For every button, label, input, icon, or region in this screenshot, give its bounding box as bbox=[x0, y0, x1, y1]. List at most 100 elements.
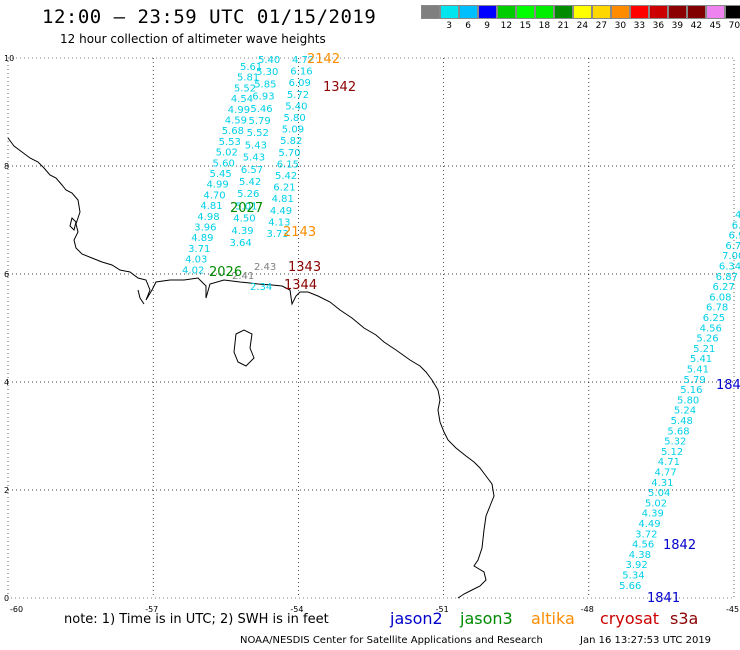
scale-swatch bbox=[573, 5, 592, 19]
swh-value: 4.03 bbox=[185, 255, 207, 266]
map-frame bbox=[7, 57, 735, 599]
axis-ticks: -60 -57 -54 -51 -48 -45 0 2 4 6 8 10 bbox=[4, 54, 739, 614]
swh-value: 4.98 bbox=[197, 212, 219, 223]
color-scale bbox=[421, 5, 740, 19]
swh-value: 4.31 bbox=[651, 478, 673, 489]
swh-value: 6.25 bbox=[703, 313, 725, 324]
swh-value: 5.68 bbox=[667, 426, 689, 437]
swh-value: 4.77 bbox=[655, 468, 677, 479]
scale-label: 6 bbox=[465, 21, 472, 31]
swh-value: 5.45 bbox=[210, 169, 232, 180]
swh-value: 5.40 bbox=[285, 101, 307, 112]
lat-tick-label: 6 bbox=[4, 270, 9, 279]
scale-label: 24 bbox=[576, 21, 589, 31]
swh-value: 5.24 bbox=[674, 406, 696, 417]
swh-value: 3.92 bbox=[626, 560, 648, 571]
swh-value: 5.42 bbox=[275, 171, 297, 182]
swh-value: 5.80 bbox=[677, 395, 699, 406]
swh-value: 4.99 bbox=[228, 105, 250, 116]
swh-value: 5.02 bbox=[216, 148, 238, 159]
scale-label: 18 bbox=[538, 21, 551, 31]
swh-value: 4.49 bbox=[270, 206, 292, 217]
lon-tick-label: -48 bbox=[581, 605, 594, 614]
swh-value: 4.81 bbox=[200, 201, 222, 212]
swh-value: 5.42 bbox=[239, 177, 261, 188]
swh-value: 3.73 bbox=[267, 229, 289, 240]
swh-value: 5.26 bbox=[237, 189, 259, 200]
swh-value: 5.82 bbox=[280, 136, 302, 147]
lat-tick-label: 8 bbox=[4, 162, 9, 171]
scale-label: 30 bbox=[614, 21, 627, 31]
scale-label: 21 bbox=[557, 21, 570, 31]
swh-value: 5.66 bbox=[619, 581, 641, 592]
swh-value: 6.73 bbox=[725, 241, 740, 252]
swh-value: 4.38 bbox=[629, 550, 651, 561]
page-title: 12:00 – 23:59 UTC 01/15/2019 bbox=[42, 6, 377, 28]
swh-value-grey: 2.43 bbox=[254, 262, 276, 273]
scale-label: 12 bbox=[500, 21, 513, 31]
swh-value: 4.99 bbox=[206, 180, 228, 191]
swh-value: 5.53 bbox=[219, 137, 241, 148]
pass-label-cryosat: 1342 bbox=[323, 80, 356, 95]
footer-note: note: 1) Time is in UTC; 2) SWH is in fe… bbox=[64, 612, 329, 627]
pass-label-jason3: 2026 bbox=[209, 265, 242, 280]
swh-value: 4.81 bbox=[272, 194, 294, 205]
swh-value: 6.57 bbox=[241, 165, 263, 176]
pass-label-altika: 2142 bbox=[307, 52, 340, 67]
scale-swatch bbox=[440, 5, 459, 19]
scale-swatch bbox=[668, 5, 687, 19]
swh-value: 5.41 bbox=[687, 365, 709, 376]
swh-value: 5.21 bbox=[693, 344, 715, 355]
pass-labels: 2142 1342 2027 2143 1343 2026 1344 184 1842 1841 bbox=[209, 52, 740, 606]
swh-value: 6.78 bbox=[706, 303, 728, 314]
legend-cryosat: cryosat bbox=[600, 609, 660, 628]
scale-swatch bbox=[611, 5, 630, 19]
swh-value: 5.02 bbox=[645, 498, 667, 509]
scale-label: 33 bbox=[633, 21, 646, 31]
pass-label-jason2: 1841 bbox=[647, 591, 680, 606]
swh-value: 4.02 bbox=[182, 265, 204, 276]
credit-text: NOAA/NESDIS Center for Satellite Applica… bbox=[240, 635, 543, 646]
river-mouth bbox=[69, 217, 77, 231]
legend-altika: altika bbox=[531, 609, 575, 628]
swh-value: 6.09 bbox=[289, 78, 311, 89]
swh-value-grey: 2.41 bbox=[232, 271, 254, 282]
swh-value: 5.41 bbox=[690, 354, 712, 365]
lon-tick-label: -45 bbox=[726, 605, 739, 614]
swh-value: 5.32 bbox=[664, 437, 686, 448]
swh-value: 4.89 bbox=[191, 233, 213, 244]
swh-value: 6.87 bbox=[716, 272, 738, 283]
swh-value: 5.09 bbox=[282, 125, 304, 136]
swh-value: 4.39 bbox=[642, 509, 664, 520]
swh-value: 4.56 bbox=[700, 323, 722, 334]
lat-tick-label: 10 bbox=[4, 54, 14, 63]
swh-value: 5.43 bbox=[243, 153, 265, 164]
pass-label-cryosat: 1343 bbox=[288, 260, 321, 275]
scale-swatch bbox=[459, 5, 478, 19]
pass-label-jason3: 2027 bbox=[230, 201, 263, 216]
scale-swatch bbox=[706, 5, 725, 19]
lat-tick-label: 4 bbox=[4, 378, 9, 387]
lon-tick-label: -60 bbox=[10, 605, 23, 614]
swh-value: 4.49 bbox=[638, 519, 660, 530]
swh-value: 4.13 bbox=[268, 217, 290, 228]
swh-value: 5.79 bbox=[683, 375, 705, 386]
pass-label-jason2: 1842 bbox=[663, 538, 696, 553]
legend-s3a: s3a bbox=[670, 609, 699, 628]
swh-value: 5.80 bbox=[284, 113, 306, 124]
swh-value: 6.08 bbox=[709, 292, 731, 303]
pass-label-altika: 2143 bbox=[283, 225, 316, 240]
legend-jason2: jason2 bbox=[390, 609, 443, 628]
swh-value: 5.43 bbox=[245, 140, 267, 151]
swh-value: 4.50 bbox=[233, 214, 255, 225]
legend-jason3: jason3 bbox=[460, 609, 513, 628]
scale-swatch bbox=[554, 5, 573, 19]
scale-swatch bbox=[687, 5, 706, 19]
scale-label: 45 bbox=[709, 21, 722, 31]
swh-value: 3.72 bbox=[635, 529, 657, 540]
scale-label: 27 bbox=[595, 21, 608, 31]
swh-value: 2.34 bbox=[250, 282, 272, 293]
swh-value: 6.98 bbox=[729, 231, 740, 242]
swh-value: 5.26 bbox=[696, 334, 718, 345]
lon-tick-label: -57 bbox=[145, 605, 158, 614]
